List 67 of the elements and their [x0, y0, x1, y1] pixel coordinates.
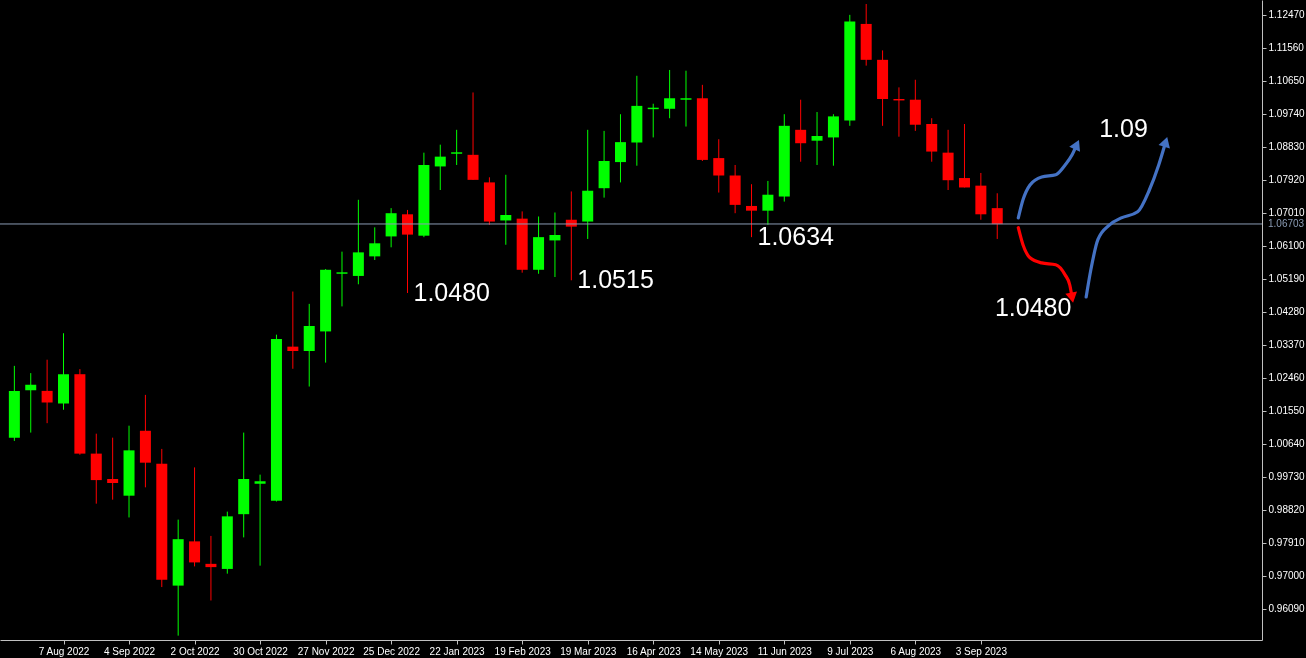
- x-tick-label: 16 Apr 2023: [626, 645, 682, 657]
- x-tick-label: 19 Mar 2023: [560, 645, 617, 657]
- x-tick-label: 19 Feb 2023: [494, 645, 552, 657]
- y-tick-label: 0.98820: [1268, 504, 1306, 516]
- x-tick-label: 3 Sep 2023: [955, 645, 1008, 657]
- candlestick: [205, 535, 217, 601]
- candlestick: [369, 226, 381, 261]
- y-tick-label: 0.99730: [1268, 471, 1306, 483]
- candlestick: [254, 474, 266, 567]
- y-tick-label: 1.07010: [1268, 207, 1306, 219]
- y-tick-label: 1.09740: [1268, 108, 1306, 120]
- y-tick-label: 1.05190: [1268, 273, 1306, 285]
- y-tick-label: 1.02460: [1268, 372, 1306, 384]
- candlestick: [680, 70, 692, 128]
- y-tick-label: 1.07920: [1268, 174, 1306, 186]
- y-tick-label: 1.08830: [1268, 141, 1306, 153]
- x-tick-label: 27 Nov 2022: [297, 645, 355, 657]
- x-tick-label: 22 Jan 2023: [429, 645, 486, 657]
- annotation: 1.0480: [994, 293, 1072, 322]
- annotation: 1.0515: [577, 265, 654, 294]
- x-tick-label: 11 Jun 2023: [757, 645, 813, 657]
- candlestick: [958, 123, 970, 188]
- annotation: 1.0634: [757, 222, 835, 251]
- candlestick: [664, 69, 676, 119]
- x-tick-label: 2 Oct 2022: [170, 645, 220, 657]
- candlestick: [795, 99, 807, 163]
- candlestick: [434, 144, 446, 191]
- y-tick-label: 0.96090: [1268, 603, 1306, 615]
- candlestick: [336, 251, 348, 307]
- candlestick: [991, 192, 1003, 240]
- ref-line-label: 1.06703: [1268, 217, 1305, 229]
- candlestick: [713, 138, 725, 194]
- candlestick: [107, 437, 119, 501]
- candlestick: [189, 466, 201, 567]
- candlestick: [41, 359, 53, 424]
- y-tick-label: 1.00640: [1268, 438, 1306, 450]
- candlestick: [827, 113, 839, 167]
- x-tick-label: 4 Sep 2022: [103, 645, 156, 657]
- y-tick-label: 1.11560: [1268, 42, 1305, 54]
- annotation: 1.0480: [413, 277, 490, 306]
- candlestick: [25, 372, 37, 434]
- candlestick: [287, 291, 299, 370]
- candlestick: [762, 180, 774, 226]
- candlestick: [811, 111, 823, 166]
- y-tick-label: 0.97000: [1268, 570, 1306, 582]
- y-tick-label: 1.12470: [1268, 9, 1306, 21]
- candlestick: [451, 129, 463, 166]
- x-tick-label: 7 Aug 2022: [38, 645, 90, 657]
- y-tick-label: 0.97910: [1268, 537, 1306, 549]
- y-tick-label: 1.06100: [1268, 240, 1306, 252]
- candlestick: [352, 199, 364, 285]
- x-tick-label: 14 May 2023: [690, 645, 749, 657]
- y-tick-label: 1.10650: [1268, 75, 1306, 87]
- x-tick-label: 25 Dec 2022: [363, 645, 421, 657]
- candlestick: [549, 211, 561, 278]
- candlestick: [746, 183, 758, 238]
- y-tick-label: 1.01550: [1268, 405, 1306, 417]
- y-tick-label: 1.04280: [1268, 306, 1306, 318]
- x-tick-label: 9 Jul 2023: [827, 645, 874, 657]
- candlestick: [500, 174, 512, 246]
- annotation: 1.09: [1099, 114, 1148, 143]
- y-tick-label: 1.03370: [1268, 339, 1306, 351]
- candlestick: [402, 209, 414, 294]
- candlestick: [614, 113, 626, 183]
- x-tick-label: 6 Aug 2023: [890, 645, 942, 657]
- candlestick: [385, 207, 397, 248]
- x-tick-label: 30 Oct 2022: [233, 645, 289, 657]
